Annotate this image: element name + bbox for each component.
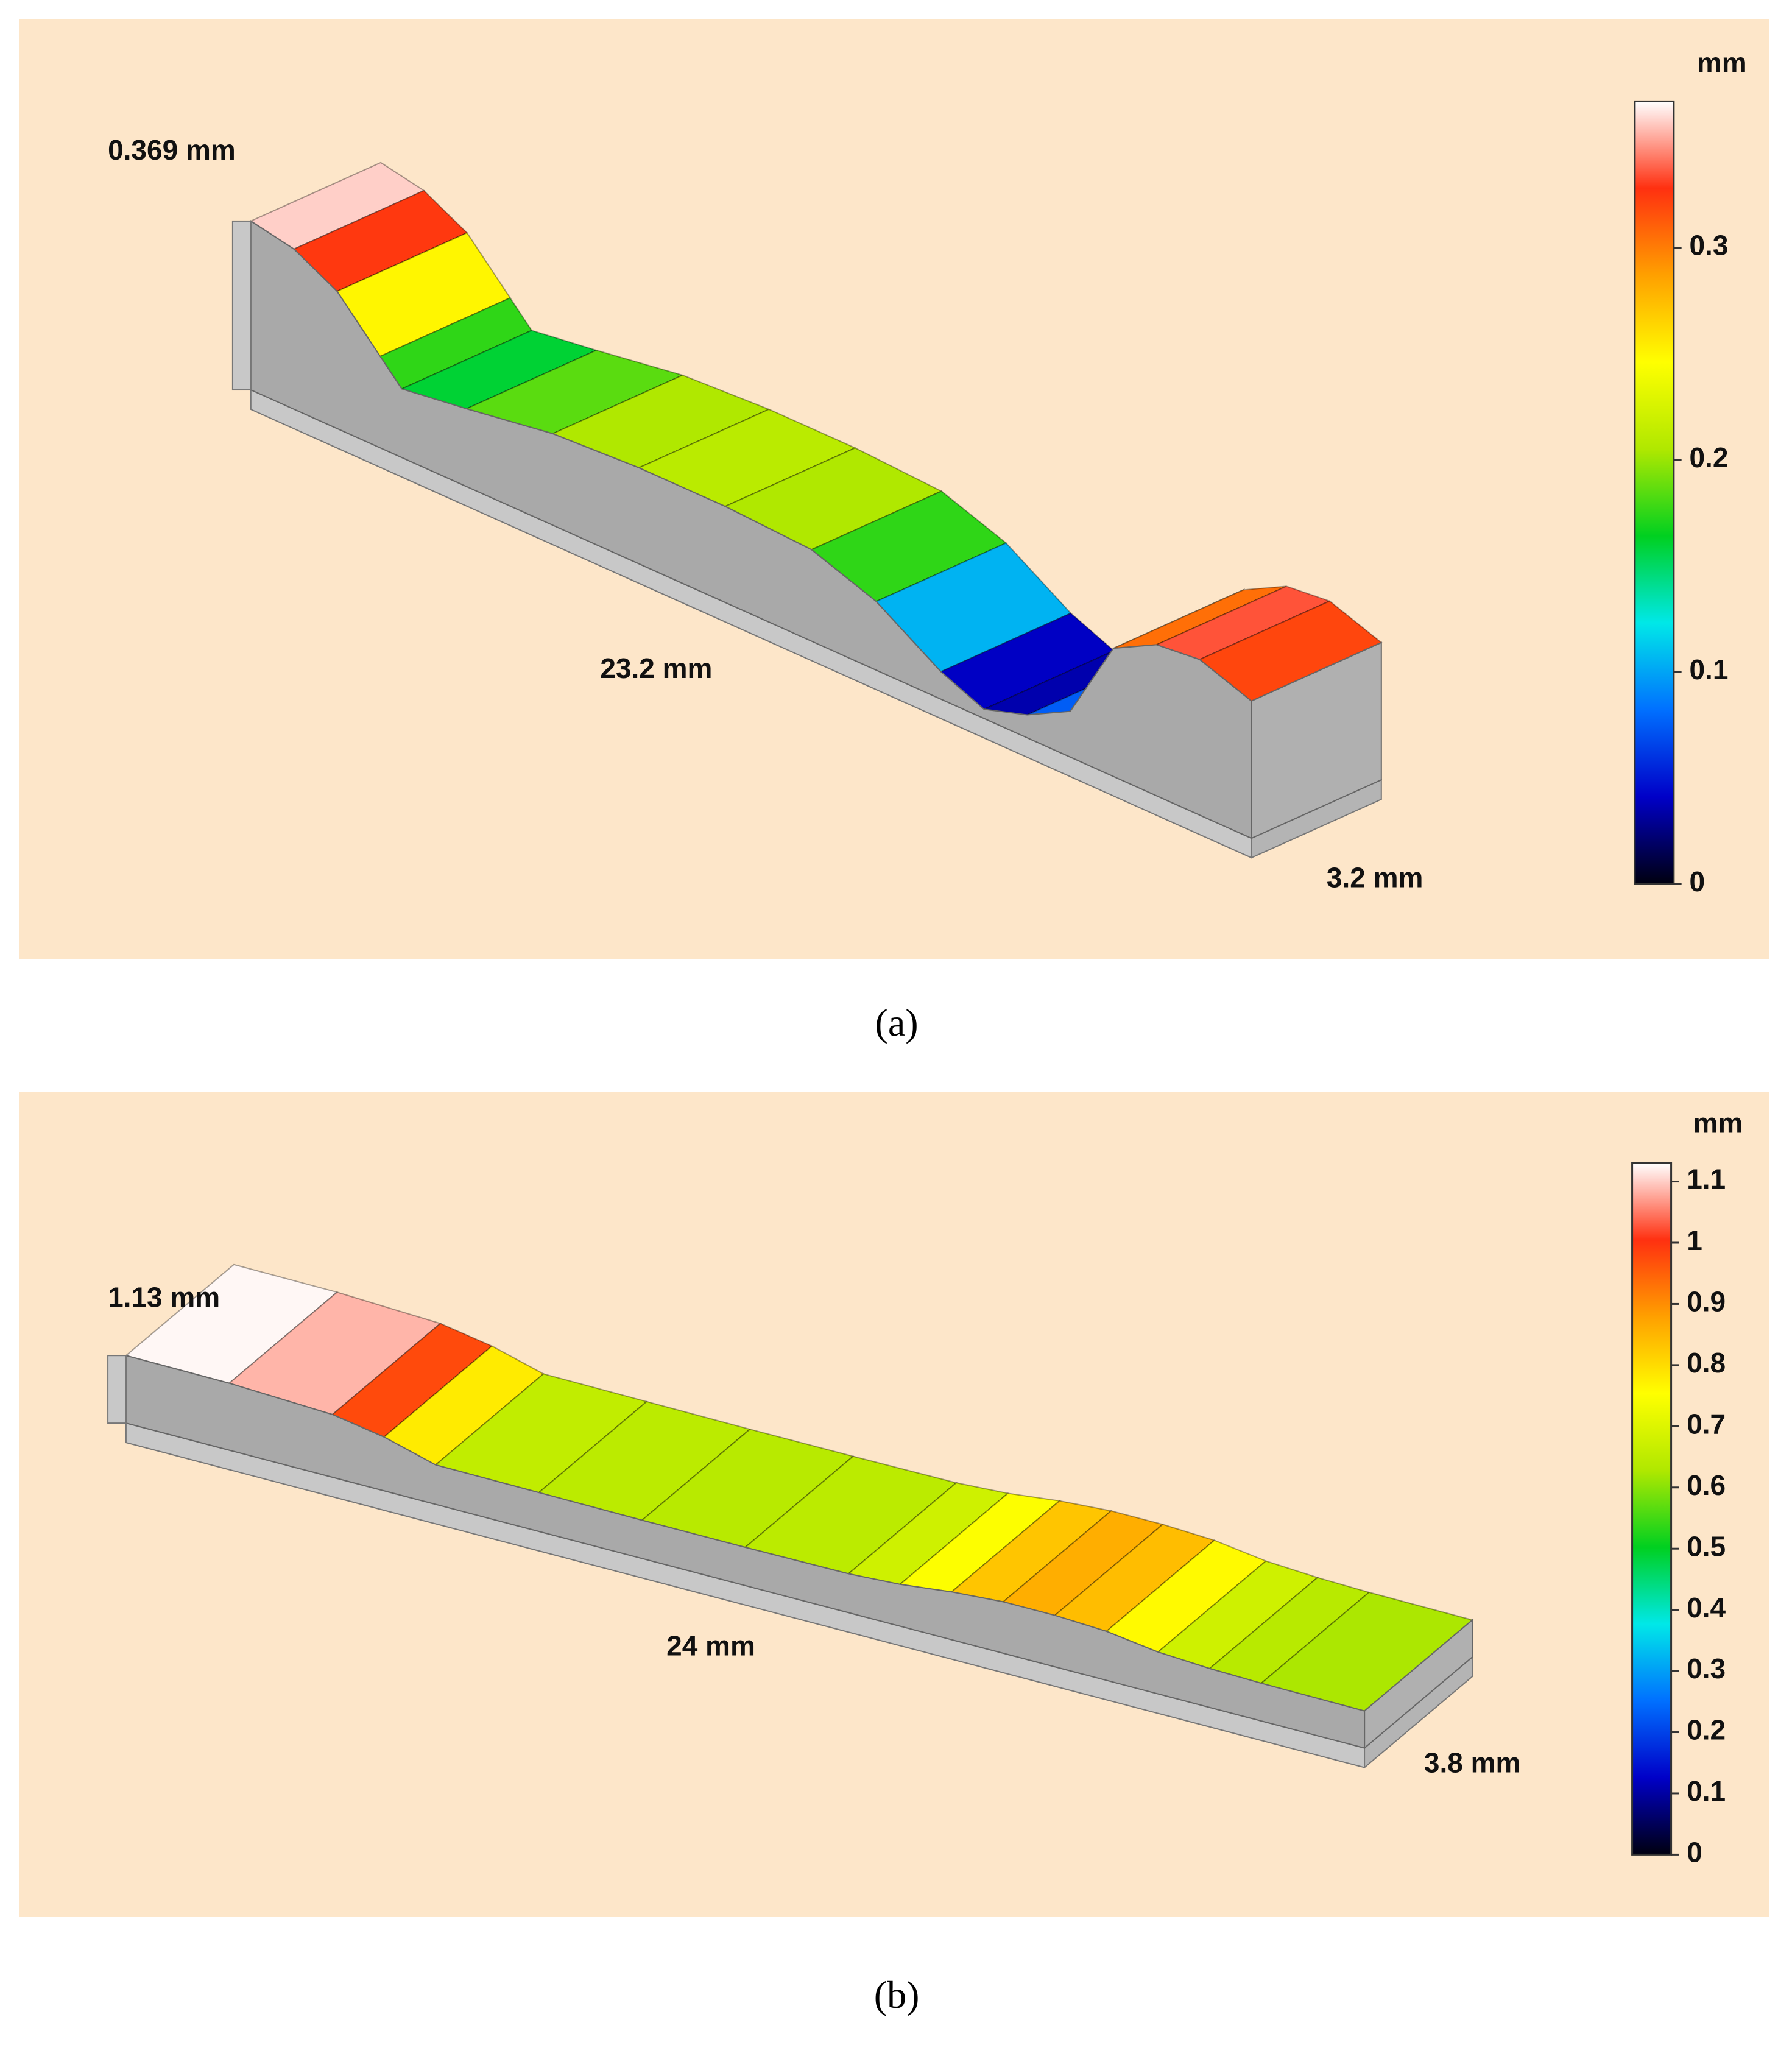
colorbar-tick-label: 0 (1689, 866, 1705, 897)
colorbar-tick-label: 0.2 (1687, 1714, 1726, 1746)
colorbar-tick-label: 0.3 (1687, 1653, 1726, 1684)
height-scale-bar (231, 220, 252, 391)
profile-wall (250, 220, 1252, 839)
colorbar-tick-label: 0.5 (1687, 1530, 1726, 1562)
colorbar-tick-label: 0.6 (1687, 1469, 1726, 1501)
colorbar-tick-label: 1.1 (1687, 1164, 1726, 1195)
height-label: 1.13 mm (108, 1282, 220, 1313)
colorbar-tick-label: 0.1 (1687, 1775, 1726, 1807)
colorbar-tick-label: 0 (1687, 1837, 1702, 1868)
colorbar (1634, 100, 1675, 885)
width-label: 3.8 mm (1424, 1747, 1521, 1778)
profile-wall (125, 1354, 1366, 1749)
colorbar-tick-label: 0.9 (1687, 1286, 1726, 1318)
colorbar-unit: mm (1693, 1107, 1743, 1139)
colorbar-unit: mm (1697, 47, 1747, 79)
caption: (b) (874, 1973, 920, 2016)
height-label: 0.369 mm (108, 134, 236, 166)
length-label: 24 mm (666, 1630, 755, 1661)
colorbar-tick-label: 1 (1687, 1224, 1702, 1256)
width-label: 3.2 mm (1327, 861, 1423, 893)
colorbar-tick-label: 0.1 (1689, 654, 1728, 685)
colorbar (1631, 1162, 1673, 1856)
caption: (a) (875, 1001, 919, 1044)
length-label: 23.2 mm (600, 652, 712, 684)
colorbar-tick-label: 0.3 (1689, 230, 1728, 261)
colorbar-tick-label: 0.2 (1689, 442, 1728, 473)
colorbar-tick-label: 0.7 (1687, 1408, 1726, 1439)
colorbar-tick-label: 0.4 (1687, 1592, 1726, 1623)
height-scale-bar (107, 1355, 127, 1424)
colorbar-tick-label: 0.8 (1687, 1347, 1726, 1379)
